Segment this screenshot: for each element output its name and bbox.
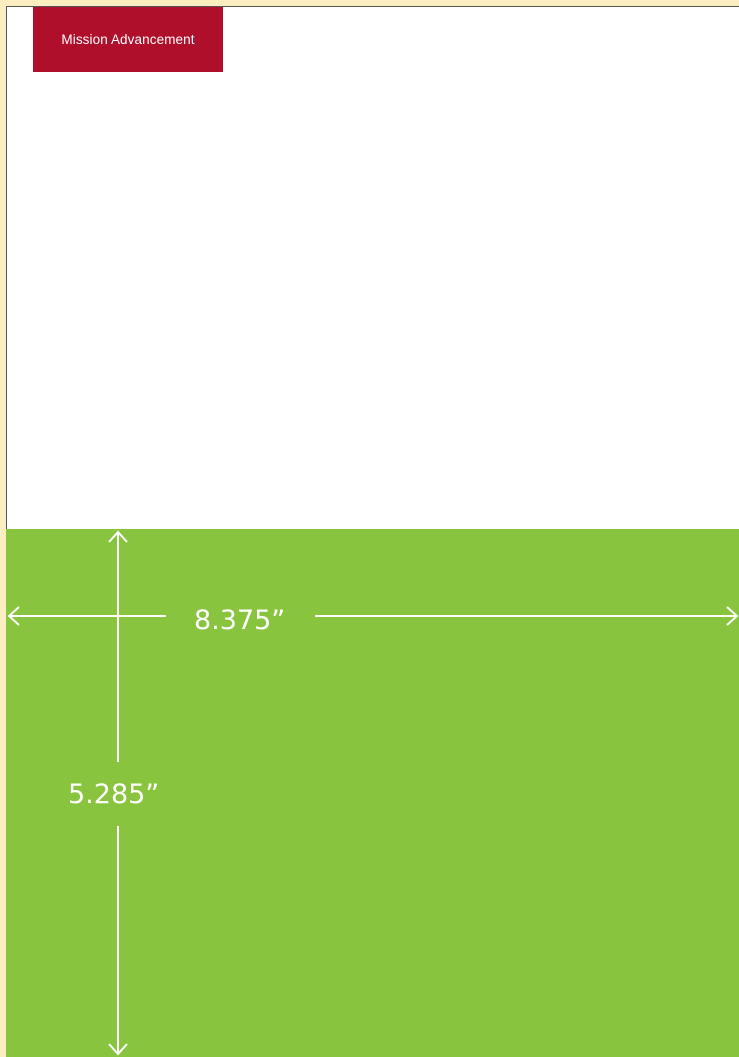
height-arrow-bottom-icon xyxy=(108,1043,128,1056)
height-dimension-label: 5.285” xyxy=(68,779,160,810)
document-page: Mission Advancement 8.375” 5.285” xyxy=(6,6,739,1057)
width-arrow-right-icon xyxy=(726,606,739,626)
width-dimension-label: 8.375” xyxy=(194,605,286,636)
mission-advancement-badge: Mission Advancement xyxy=(33,6,223,72)
green-print-area: 8.375” 5.285” xyxy=(6,529,739,1057)
width-arrow-left-icon xyxy=(7,606,20,626)
height-arrow-top-icon xyxy=(108,530,128,543)
dimension-guides xyxy=(7,530,739,1056)
